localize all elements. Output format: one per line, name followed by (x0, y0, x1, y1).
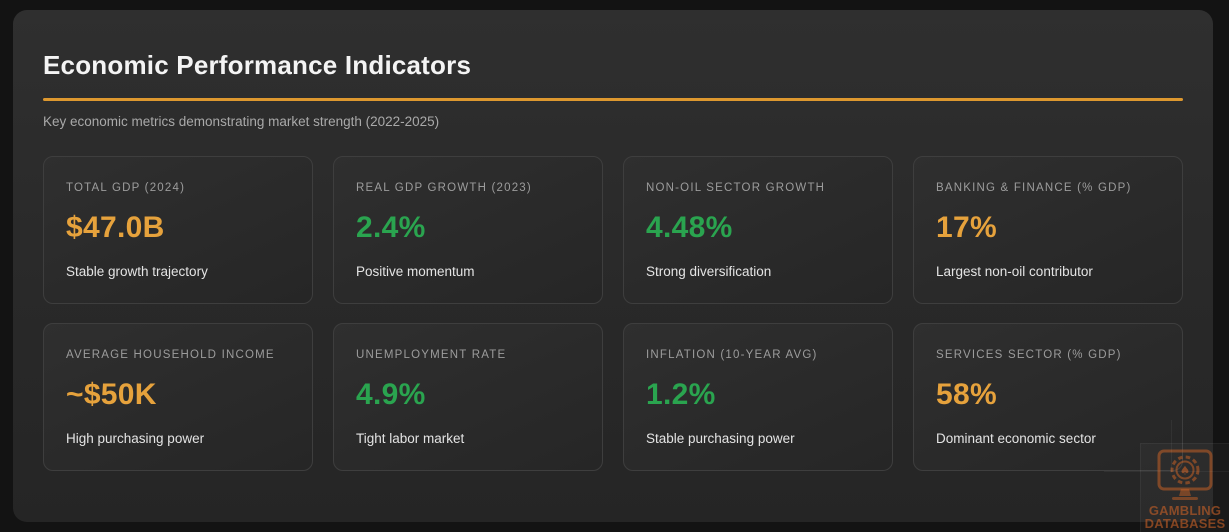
metric-description: Dominant economic sector (936, 431, 1096, 446)
metric-label: TOTAL GDP (2024) (66, 182, 186, 194)
metric-value: $47.0B (66, 211, 165, 244)
watermark-grid-line-horizontal (1104, 471, 1229, 472)
metric-description: Strong diversification (646, 264, 772, 279)
watermark-line2: DATABASES (1144, 516, 1226, 531)
metric-label: BANKING & FINANCE (% GDP) (936, 182, 1132, 194)
title-accent-underline (43, 98, 1183, 101)
metric-card-3: BANKING & FINANCE (% GDP) 17% Largest no… (913, 156, 1183, 304)
metric-label: NON-OIL SECTOR GROWTH (646, 182, 826, 194)
monitor-poker-chip-icon: ♠ (1154, 448, 1216, 504)
svg-text:♠: ♠ (1180, 464, 1191, 478)
metric-description: Largest non-oil contributor (936, 264, 1093, 279)
metric-label: AVERAGE HOUSEHOLD INCOME (66, 349, 275, 361)
metrics-grid: TOTAL GDP (2024) $47.0B Stable growth tr… (43, 156, 1183, 471)
metric-card-2: NON-OIL SECTOR GROWTH 4.48% Strong diver… (623, 156, 893, 304)
metric-description: Tight labor market (356, 431, 465, 446)
metric-value: 58% (936, 378, 997, 411)
metric-card-0: TOTAL GDP (2024) $47.0B Stable growth tr… (43, 156, 313, 304)
metric-value: 17% (936, 211, 997, 244)
metric-description: High purchasing power (66, 431, 205, 446)
metric-card-1: REAL GDP GROWTH (2023) 2.4% Positive mom… (333, 156, 603, 304)
metric-card-5: UNEMPLOYMENT RATE 4.9% Tight labor marke… (333, 323, 603, 471)
metric-label: REAL GDP GROWTH (2023) (356, 182, 532, 194)
page-title: Economic Performance Indicators (43, 50, 472, 80)
gambling-databases-watermark: ♠ GAMBLING DATABASES (1140, 443, 1229, 532)
metric-card-7: SERVICES SECTOR (% GDP) 58% Dominant eco… (913, 323, 1183, 471)
metric-value: ~$50K (66, 378, 157, 411)
page-subtitle: Key economic metrics demonstrating marke… (43, 114, 440, 129)
metric-value: 1.2% (646, 378, 716, 411)
metric-description: Stable growth trajectory (66, 264, 208, 279)
metric-label: INFLATION (10-YEAR AVG) (646, 349, 818, 361)
metric-card-4: AVERAGE HOUSEHOLD INCOME ~$50K High purc… (43, 323, 313, 471)
metric-card-6: INFLATION (10-YEAR AVG) 1.2% Stable purc… (623, 323, 893, 471)
metric-label: UNEMPLOYMENT RATE (356, 349, 507, 361)
economic-indicators-panel: Economic Performance Indicators Key econ… (13, 10, 1213, 522)
metric-value: 4.48% (646, 211, 733, 244)
watermark-grid-line-vertical (1171, 420, 1172, 472)
metric-label: SERVICES SECTOR (% GDP) (936, 349, 1122, 361)
watermark-line1: GAMBLING (1148, 503, 1222, 518)
metric-value: 2.4% (356, 211, 426, 244)
metric-description: Positive momentum (356, 264, 475, 279)
metric-value: 4.9% (356, 378, 426, 411)
metric-description: Stable purchasing power (646, 431, 795, 446)
